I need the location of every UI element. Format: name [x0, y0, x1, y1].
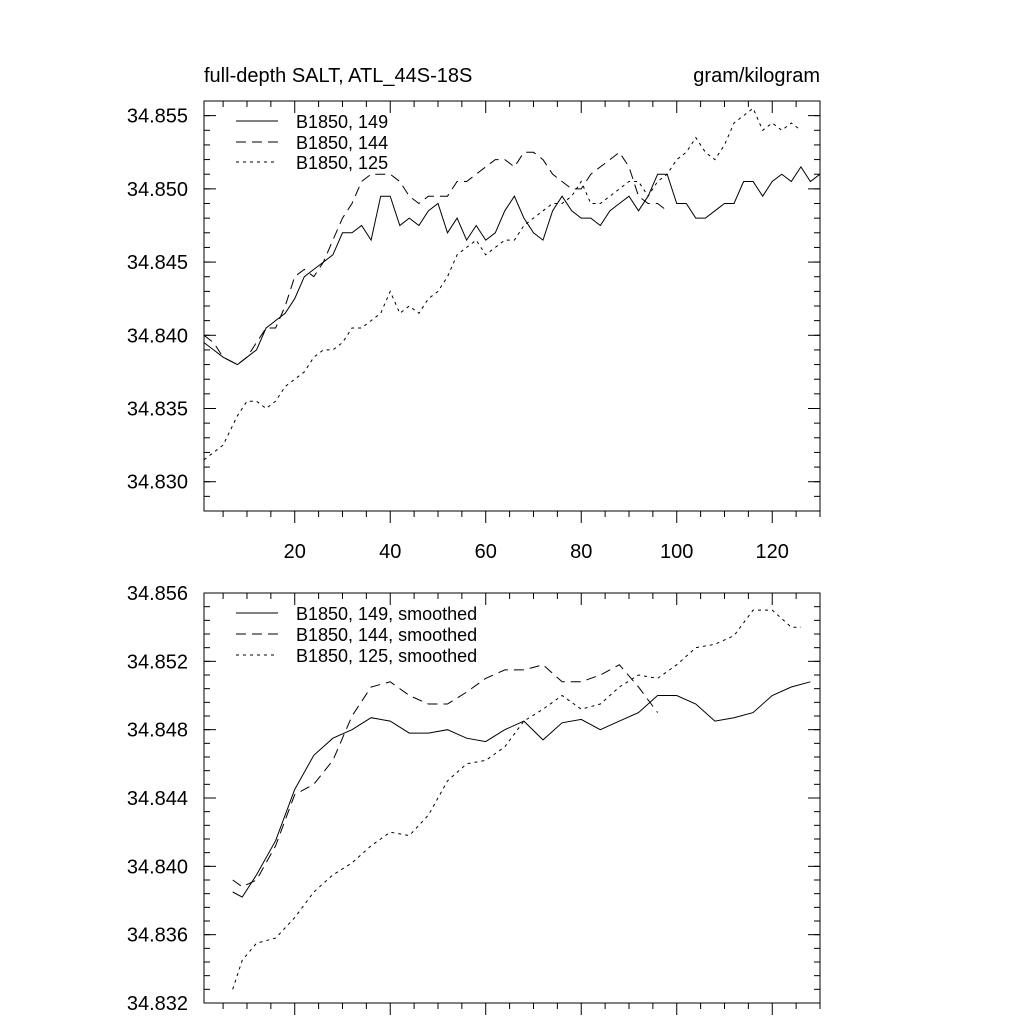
- top-x-tick-label: 100: [660, 541, 693, 563]
- bottom-legend-label-144: B1850, 144, smoothed: [296, 625, 477, 645]
- bottom-y-tick-label: 34.836: [127, 925, 188, 947]
- bottom-legend-label-125: B1850, 125, smoothed: [296, 646, 477, 666]
- top-title-left: full-depth SALT, ATL_44S-18S: [204, 65, 472, 87]
- top-panel: full-depth SALT, ATL_44S-18S gram/kilogr…: [127, 65, 821, 563]
- top-y-tick-label: 34.840: [127, 325, 188, 347]
- top-x-tick-label: 120: [756, 541, 789, 563]
- bottom-ticks: 34.832 34.836 34.840 34.844 34.848 34.852 34.8…: [127, 583, 821, 1015]
- bottom-legend: B1850, 149, smoothed B1850, 144, smoothe…: [236, 604, 477, 666]
- top-legend-label-144: B1850, 144: [296, 133, 388, 153]
- top-x-tick-label: 80: [570, 541, 592, 563]
- top-legend: B1850, 149 B1850, 144 B1850, 125: [236, 112, 388, 173]
- top-y-tick-label: 34.835: [127, 399, 188, 421]
- top-y-tick-label: 34.850: [127, 179, 188, 201]
- top-x-tick-label: 40: [379, 541, 401, 563]
- bottom-series-3-line: [232, 609, 801, 990]
- bottom-legend-label-149: B1850, 149, smoothed: [296, 604, 477, 624]
- bottom-panel: 34.832 34.836 34.840 34.844 34.848 34.852 34.8…: [127, 583, 821, 1015]
- top-series-3-line: [203, 107, 802, 461]
- top-y-tick-label: 34.830: [127, 472, 188, 494]
- bottom-y-tick-label: 34.832: [127, 993, 188, 1015]
- bottom-y-tick-label: 34.852: [127, 651, 188, 673]
- bottom-series-1-line: [232, 681, 811, 898]
- bottom-y-tick-label: 34.848: [127, 720, 188, 742]
- top-legend-label-125: B1850, 125: [296, 153, 388, 173]
- bottom-series-group: [232, 609, 811, 990]
- top-x-tick-label: 60: [475, 541, 497, 563]
- top-ticks: 34.830 34.835 34.840 34.845 34.850 34.855 20 40…: [127, 100, 821, 563]
- top-series-2-line: [203, 151, 668, 366]
- bottom-y-tick-label: 34.844: [127, 788, 188, 810]
- top-x-tick-label: 20: [284, 541, 306, 563]
- bottom-y-tick-label: 34.856: [127, 583, 188, 605]
- top-series-group: [203, 107, 821, 461]
- top-title-right: gram/kilogram: [693, 65, 820, 87]
- top-series-1-line: [203, 165, 821, 366]
- bottom-y-tick-label: 34.840: [127, 856, 188, 878]
- top-legend-label-149: B1850, 149: [296, 112, 388, 132]
- top-y-tick-label: 34.855: [127, 106, 188, 128]
- top-y-tick-label: 34.845: [127, 252, 188, 274]
- bottom-series-2-line: [232, 664, 659, 888]
